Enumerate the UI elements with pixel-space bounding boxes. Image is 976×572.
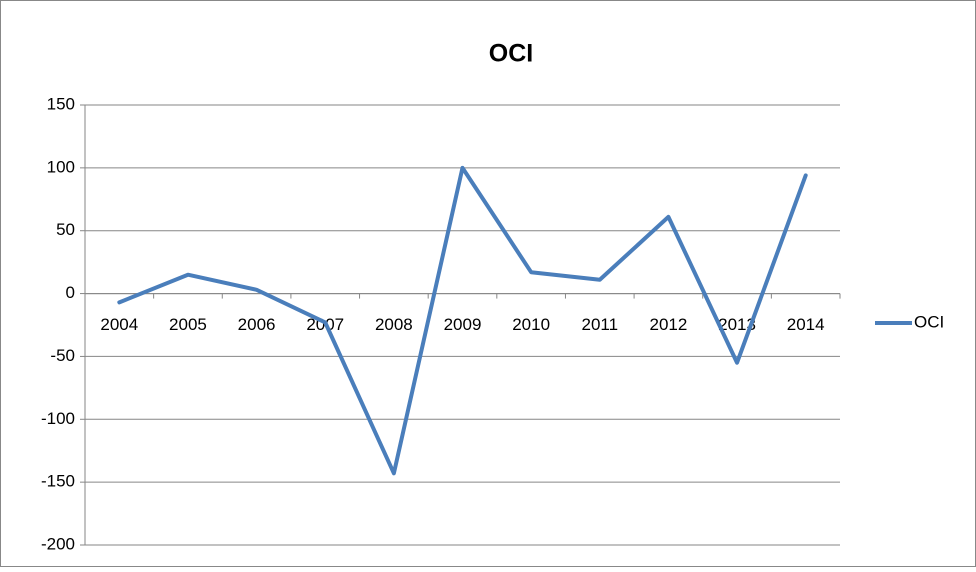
x-tick-label: 2006 — [238, 315, 276, 334]
x-tick-label: 2004 — [100, 315, 138, 334]
y-tick-label: -50 — [50, 346, 75, 365]
y-tick-label: 100 — [47, 157, 75, 176]
y-tick-label: 150 — [47, 94, 75, 113]
x-tick-label: 2013 — [718, 315, 756, 334]
chart-title: OCI — [489, 40, 533, 68]
y-tick-label: -150 — [41, 472, 75, 491]
data-line — [117, 165, 808, 476]
y-tick-label: 0 — [66, 283, 75, 302]
x-tick-label: 2009 — [444, 315, 482, 334]
x-tick-label: 2010 — [512, 315, 550, 334]
x-tick-label: 2011 — [581, 315, 618, 334]
legend-label: OCI — [914, 312, 944, 331]
x-tick-label: 2014 — [787, 315, 825, 334]
x-tick-label: 2012 — [649, 315, 687, 334]
y-tick-label: 50 — [56, 220, 75, 239]
x-tick-label: 2008 — [375, 315, 413, 334]
y-tick-label: -100 — [41, 409, 75, 428]
y-tick-label: -200 — [41, 534, 75, 553]
x-tick-label: 2005 — [169, 315, 207, 334]
